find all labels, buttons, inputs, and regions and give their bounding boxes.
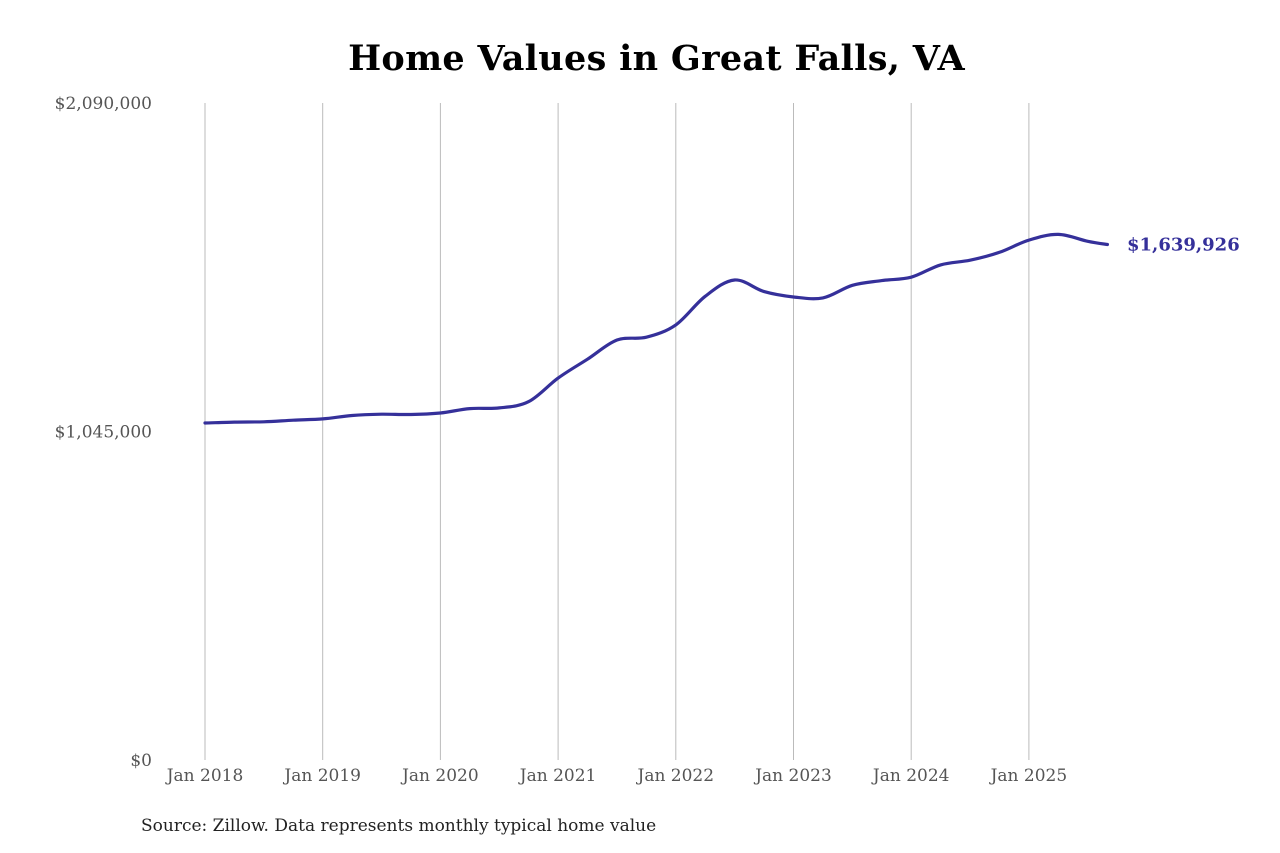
x-tick-label: Jan 2023 bbox=[753, 766, 832, 786]
x-tick-label: Jan 2020 bbox=[400, 766, 479, 786]
source-note: Source: Zillow. Data represents monthly … bbox=[141, 816, 657, 836]
chart-title: Home Values in Great Falls, VA bbox=[348, 38, 965, 79]
x-axis-labels: Jan 2018 Jan 2019 Jan 2020 Jan 2021 Jan 2022… bbox=[165, 766, 1067, 786]
end-value-label: $1,639,926 bbox=[1127, 235, 1240, 256]
y-tick-label: $1,045,000 bbox=[55, 423, 152, 443]
x-tick-label: Jan 2022 bbox=[636, 766, 715, 786]
x-tick-label: Jan 2021 bbox=[518, 766, 597, 786]
vertical-gridlines bbox=[204, 103, 1030, 760]
y-axis-labels: $0 $1,045,000 $2,090,000 bbox=[55, 94, 152, 771]
home-value-line bbox=[203, 232, 1109, 425]
x-tick-label: Jan 2018 bbox=[165, 766, 244, 786]
x-tick-label: Jan 2024 bbox=[871, 766, 950, 786]
y-tick-label: $2,090,000 bbox=[55, 94, 152, 114]
x-tick-label: Jan 2025 bbox=[989, 766, 1068, 786]
y-tick-label: $0 bbox=[130, 751, 152, 771]
x-tick-label: Jan 2019 bbox=[282, 766, 361, 786]
